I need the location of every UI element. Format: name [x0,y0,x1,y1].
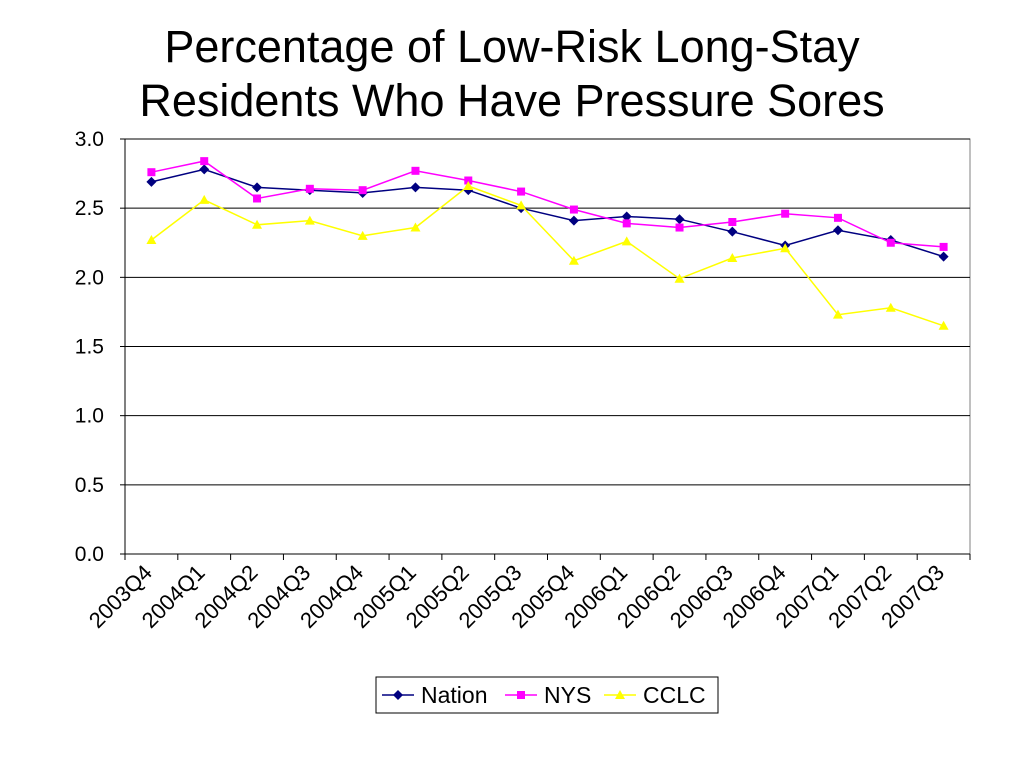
data-point-nation-2006q1 [621,211,632,222]
data-point-nys-2004q4 [358,186,367,195]
legend-label-cclc: CCLC [643,682,706,708]
y-tick-label: 3.0 [75,128,104,151]
series-line-nys [151,160,944,248]
data-point-nys-2006q4 [781,209,790,218]
data-point-cclc-2005q4 [568,255,579,265]
legend-label-nys: NYS [544,682,591,708]
legend: Nation NYS CCLC [375,676,719,714]
data-point-cclc-2004q1 [199,194,210,204]
data-point-nation-2007q3 [938,251,949,262]
legend-marker-nation [393,690,403,700]
legend-item-nation: Nation [382,682,487,708]
data-point-nys-2005q4 [569,205,578,214]
legend-marker-cclc [615,690,625,699]
data-point-cclc-2006q3 [727,252,738,262]
data-point-nys-2006q1 [622,219,631,228]
data-point-nys-2006q2 [675,223,684,232]
y-tick-label: 2.0 [75,266,104,289]
y-tick-label: 1.5 [75,336,104,359]
data-point-cclc-2003q4 [146,234,157,244]
data-point-cclc-2004q2 [252,219,263,229]
legend-item-nys: NYS [505,682,591,708]
data-point-nys-2004q2 [253,194,262,203]
y-tick-label: 2.5 [75,197,104,220]
data-point-cclc-2005q3 [516,200,527,210]
y-tick-label: 1.0 [75,405,104,428]
series-line-cclc [150,185,944,327]
data-point-cclc-2007q1 [832,309,843,319]
chart-title: Percentage of Low-Risk Long-Stay Residen… [139,21,885,126]
data-point-cclc-2005q1 [410,222,421,232]
data-point-nys-2003q4 [147,168,156,177]
data-point-nys-2004q1 [200,157,209,166]
data-point-cclc-2004q4 [357,230,368,240]
data-point-nation-2006q2 [674,214,685,225]
data-point-nys-2007q3 [939,242,948,251]
data-point-nation-2004q1 [199,164,210,175]
data-point-nation-2005q4 [568,215,579,226]
y-tick-label: 0.0 [75,543,104,566]
data-point-cclc-2006q2 [674,273,685,283]
data-point-nys-2005q3 [517,187,526,196]
data-point-nys-2004q3 [305,184,314,193]
legend-box [375,676,719,714]
data-point-nation-2006q3 [727,226,738,237]
legend-marker-nys [517,691,525,699]
data-point-nys-2006q3 [728,218,737,226]
data-point-cclc-2004q3 [304,215,315,225]
data-point-nation-2003q4 [146,176,157,187]
legend-item-cclc: CCLC [604,682,706,708]
legend-label-nation: Nation [421,682,487,708]
y-tick-label: 0.5 [75,474,104,497]
data-point-nys-2007q1 [833,213,842,222]
data-point-cclc-2007q2 [885,302,896,312]
data-point-cclc-2007q3 [938,320,949,330]
data-point-nys-2005q2 [464,176,473,185]
data-point-cclc-2006q4 [780,243,791,253]
data-point-cclc-2005q2 [463,181,474,191]
data-point-nys-2007q2 [886,238,895,247]
data-point-nation-2007q1 [832,225,843,236]
data-point-nys-2005q1 [411,166,420,175]
data-point-nation-2005q1 [410,182,421,193]
series-line-nation [151,168,944,258]
data-point-cclc-2006q1 [621,236,632,246]
data-point-nation-2004q2 [252,182,263,193]
